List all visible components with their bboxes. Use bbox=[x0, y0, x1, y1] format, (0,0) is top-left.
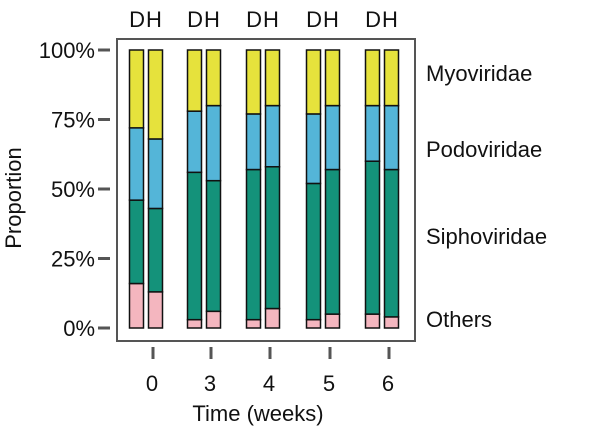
column-header-dh: DH bbox=[246, 7, 280, 32]
bar-segment-siphoviridae-5-D bbox=[305, 182, 322, 321]
bar-segment-siphoviridae-5-H bbox=[324, 168, 341, 315]
bar-segment-others-4-D bbox=[245, 318, 262, 329]
legend-label-podoviridae: Podoviridae bbox=[426, 137, 542, 162]
bar-segment-myoviridae-6-D bbox=[364, 49, 381, 107]
bar-segment-podoviridae-6-D bbox=[364, 104, 381, 162]
bar-segment-siphoviridae-6-H bbox=[383, 168, 400, 318]
bar-segment-myoviridae-6-H bbox=[383, 49, 400, 107]
bar-segment-podoviridae-5-D bbox=[305, 113, 322, 185]
legend-label-myoviridae: Myoviridae bbox=[426, 61, 532, 86]
bar-segment-siphoviridae-3-H bbox=[205, 179, 222, 313]
bar-segment-others-0-H bbox=[147, 291, 164, 329]
bar-segment-podoviridae-4-D bbox=[245, 113, 262, 171]
bar-segment-myoviridae-3-H bbox=[205, 49, 222, 107]
bar-segment-others-3-D bbox=[186, 318, 203, 329]
bar-segment-myoviridae-0-D bbox=[128, 49, 145, 129]
bar-segment-others-5-D bbox=[305, 318, 322, 329]
x-tick-label: 5 bbox=[323, 371, 335, 396]
x-tick-label: 4 bbox=[263, 371, 275, 396]
x-tick-label: 0 bbox=[146, 371, 158, 396]
bars-group bbox=[128, 49, 400, 329]
column-header-dh: DH bbox=[129, 7, 163, 32]
bar-segment-others-6-H bbox=[383, 316, 400, 329]
column-headers-group: DH DH DH DH DH bbox=[129, 7, 399, 32]
x-tick-label: 3 bbox=[204, 371, 216, 396]
bar-segment-myoviridae-5-D bbox=[305, 49, 322, 115]
bar-segment-podoviridae-0-D bbox=[128, 127, 145, 201]
bar-segment-siphoviridae-6-D bbox=[364, 160, 381, 315]
column-header-dh: DH bbox=[306, 7, 340, 32]
bar-segment-siphoviridae-3-D bbox=[186, 171, 203, 321]
plot-frame-group bbox=[116, 38, 416, 342]
bar-segment-others-4-H bbox=[264, 307, 281, 329]
bar-segment-siphoviridae-4-H bbox=[264, 166, 281, 310]
bar-segment-podoviridae-3-D bbox=[186, 110, 203, 174]
bar-segment-siphoviridae-0-D bbox=[128, 199, 145, 285]
bar-segment-myoviridae-3-D bbox=[186, 49, 203, 112]
column-header-dh: DH bbox=[365, 7, 399, 32]
bar-segment-podoviridae-3-H bbox=[205, 104, 222, 182]
bar-segment-siphoviridae-0-H bbox=[147, 207, 164, 293]
x-axis-group: 0 3 4 5 6 bbox=[146, 347, 394, 396]
y-axis-group: 0% 25% 50% 75% 100% bbox=[39, 38, 110, 341]
y-tick-label: 100% bbox=[39, 38, 95, 63]
column-header-dh: DH bbox=[187, 7, 221, 32]
bar-segment-others-0-D bbox=[128, 282, 145, 329]
plot-frame bbox=[116, 38, 416, 342]
x-axis-title: Time (weeks) bbox=[192, 401, 323, 426]
legend-label-others: Others bbox=[426, 307, 492, 332]
bar-segment-podoviridae-0-H bbox=[147, 138, 164, 210]
bar-segment-podoviridae-6-H bbox=[383, 104, 400, 171]
bar-segment-podoviridae-5-H bbox=[324, 104, 341, 171]
bar-segment-others-3-H bbox=[205, 310, 222, 329]
legend-label-siphoviridae: Siphoviridae bbox=[426, 224, 547, 249]
bar-segment-others-5-H bbox=[324, 313, 341, 329]
bar-segment-siphoviridae-4-D bbox=[245, 168, 262, 321]
bar-segment-myoviridae-0-H bbox=[147, 49, 164, 140]
x-tick-label: 6 bbox=[382, 371, 394, 396]
y-axis-title: Proportion bbox=[1, 147, 26, 249]
bar-segment-myoviridae-4-D bbox=[245, 49, 262, 115]
y-tick-label: 0% bbox=[63, 316, 95, 341]
bar-segment-myoviridae-5-H bbox=[324, 49, 341, 107]
bar-segment-others-6-D bbox=[364, 313, 381, 329]
legend-group: Myoviridae Podoviridae Siphoviridae Others bbox=[426, 61, 547, 332]
y-tick-label: 50% bbox=[51, 177, 95, 202]
bar-segment-podoviridae-4-H bbox=[264, 104, 281, 168]
y-tick-label: 75% bbox=[51, 108, 95, 133]
bar-segment-myoviridae-4-H bbox=[264, 49, 281, 107]
y-tick-label: 25% bbox=[51, 247, 95, 272]
